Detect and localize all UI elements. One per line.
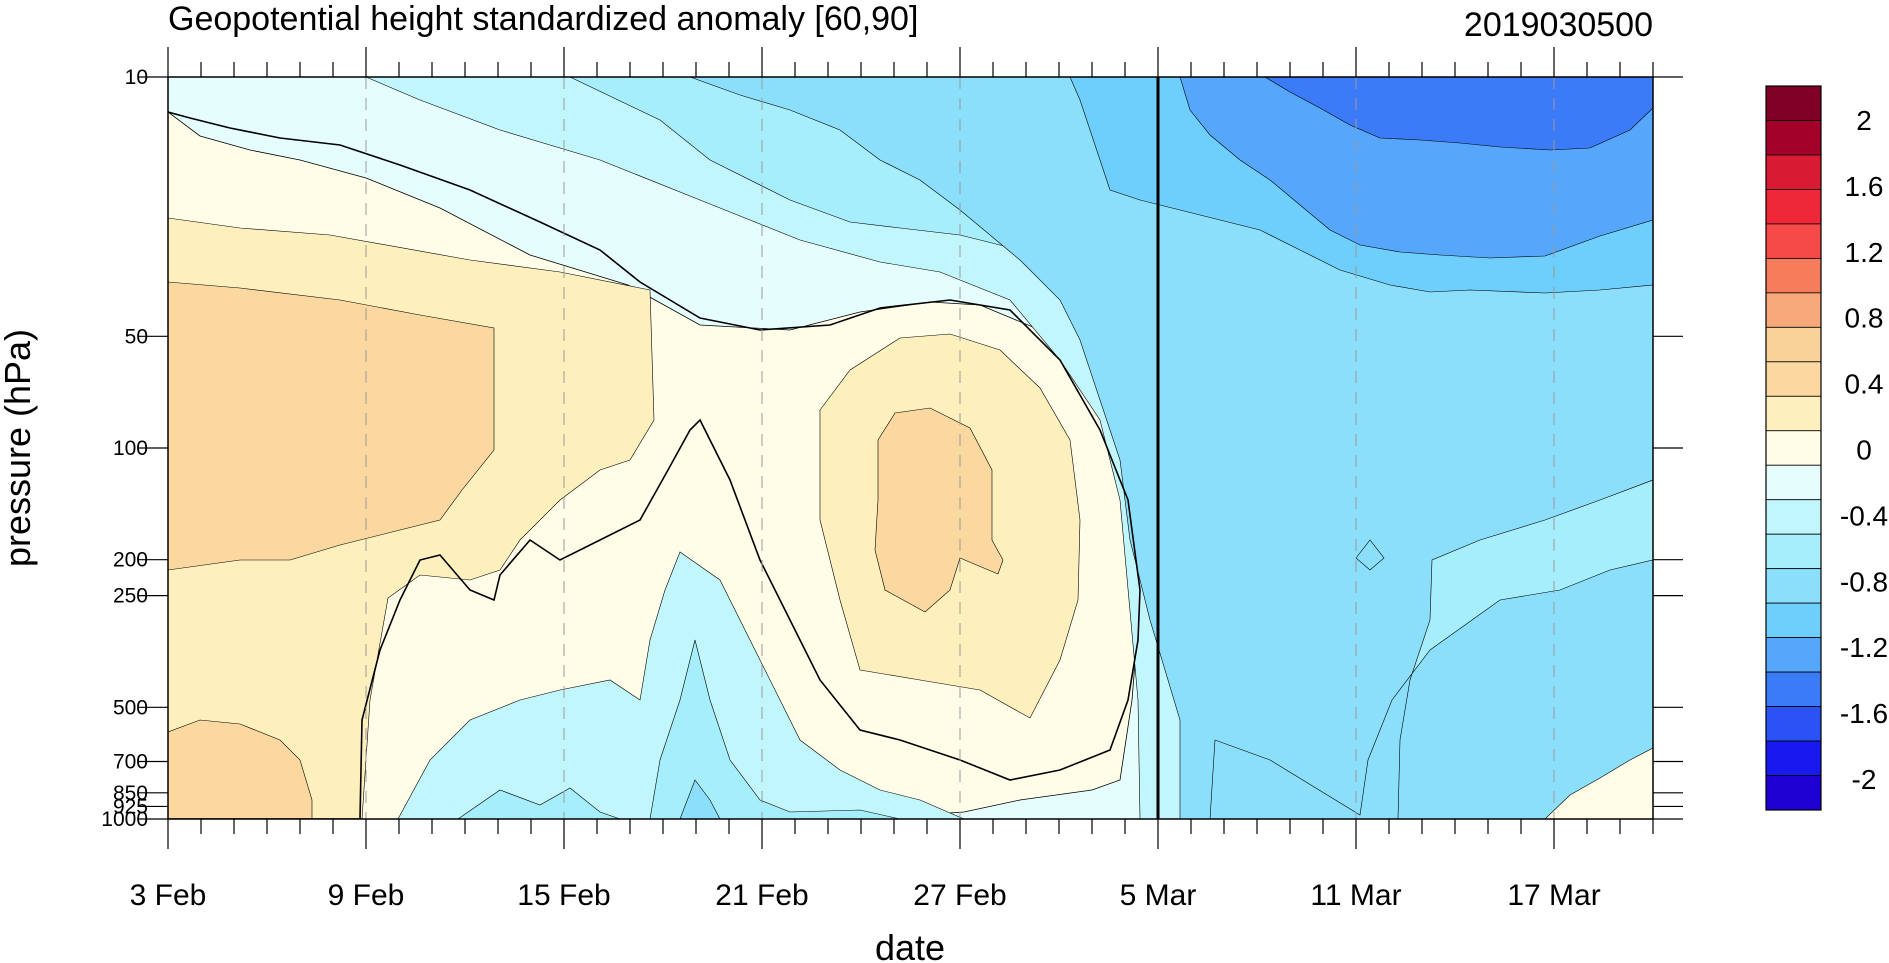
colorbar-swatch (1765, 637, 1822, 673)
contour-band-positive-3 (168, 281, 495, 571)
colorbar-swatch (1765, 154, 1822, 190)
colorbar-label: 2 (1856, 105, 1872, 136)
colorbar-swatch (1765, 499, 1822, 535)
contour-band-negative-0 (397, 551, 965, 819)
x-tick-label: 3 Feb (130, 879, 207, 912)
colorbar-label: -1.2 (1840, 632, 1888, 663)
colorbar-swatch (1765, 395, 1822, 432)
y-tick-label: 200 (113, 549, 148, 572)
colorbar-label: -0.8 (1840, 566, 1888, 597)
colorbar-swatch (1765, 292, 1822, 328)
date-guide-lines (365, 77, 1555, 819)
x-axis-label: date (875, 927, 945, 963)
y-tick-label: 850 (113, 782, 148, 805)
contour-band-lower-right (1544, 747, 1653, 819)
chart-title: Geopotential height standardized anomaly… (168, 0, 918, 38)
colorbar-label: -0.4 (1840, 500, 1888, 531)
colorbar-label: -1.6 (1840, 698, 1888, 729)
colorbar-swatch (1765, 533, 1822, 570)
x-tick-label: 21 Feb (715, 879, 808, 912)
colorbar-swatch (1765, 706, 1822, 742)
y-tick-label: 1000 (101, 808, 148, 831)
colorbar-swatch (1765, 671, 1822, 707)
colorbar-label: 0.8 (1845, 303, 1884, 334)
colorbar-label: 0 (1856, 435, 1872, 466)
contour-band-negative-2 (649, 639, 901, 819)
x-tick-label: 9 Feb (328, 879, 405, 912)
contour-band-positive-5 (874, 407, 1004, 613)
colorbar-swatch (1765, 740, 1822, 776)
colorbar-swatch (1765, 120, 1822, 156)
y-tick-label: 925 (113, 795, 148, 818)
y-axis-label: pressure (hPa) (0, 329, 38, 567)
contour-fill-layer (168, 77, 1653, 819)
y-tick-label: 50 (125, 325, 148, 348)
x-tick-label: 27 Feb (913, 879, 1006, 912)
colorbar-frame (1765, 85, 1822, 811)
colorbar-swatch (1765, 602, 1822, 639)
colorbar-swatch (1765, 223, 1822, 259)
y-tick-label: 500 (113, 696, 148, 719)
contour-diamond (1355, 539, 1385, 571)
y-tick-label: 700 (113, 751, 148, 774)
colorbar-swatch (1765, 326, 1822, 363)
x-tick-label: 5 Mar (1120, 879, 1197, 912)
contour-band-negative-3 (679, 779, 721, 819)
x-tick-label: 15 Feb (517, 879, 610, 912)
colorbar-swatch (1765, 361, 1822, 397)
colorbar-label: 0.4 (1845, 369, 1884, 400)
y-tick-label: 10 (125, 66, 148, 89)
colorbar-swatch (1765, 430, 1822, 466)
colorbar-swatch (1765, 257, 1822, 294)
colorbar: 2 1.6 1.2 0.8 0.4 0 -0.4 -0.8 -1.2 -1.6 -2 (1765, 85, 1888, 811)
colorbar-swatch (1765, 775, 1822, 811)
colorbar-label: 1.2 (1845, 237, 1884, 268)
colorbar-swatch (1765, 568, 1822, 604)
colorbar-swatch (1765, 464, 1822, 501)
run-label: 2019030500 (1464, 6, 1653, 44)
y-tick-label: 100 (113, 437, 148, 460)
contour-band-negative-1 (457, 787, 621, 819)
y-tick-label: 250 (113, 585, 148, 608)
zero-contour-line (168, 111, 1141, 819)
colorbar-swatch (1765, 85, 1822, 121)
contour-band-upper-5 (1264, 77, 1653, 151)
x-tick-label: 17 Mar (1507, 879, 1600, 912)
contour-band-positive-4 (168, 719, 313, 819)
colorbar-label: 1.6 (1845, 171, 1884, 202)
x-tick-label: 11 Mar (1310, 879, 1401, 912)
colorbar-swatch (1765, 189, 1822, 225)
colorbar-label: -2 (1852, 764, 1877, 795)
x-axis: 3 Feb 9 Feb 15 Feb 21 Feb 27 Feb 5 Mar 11 Mar 1… (130, 47, 1654, 912)
